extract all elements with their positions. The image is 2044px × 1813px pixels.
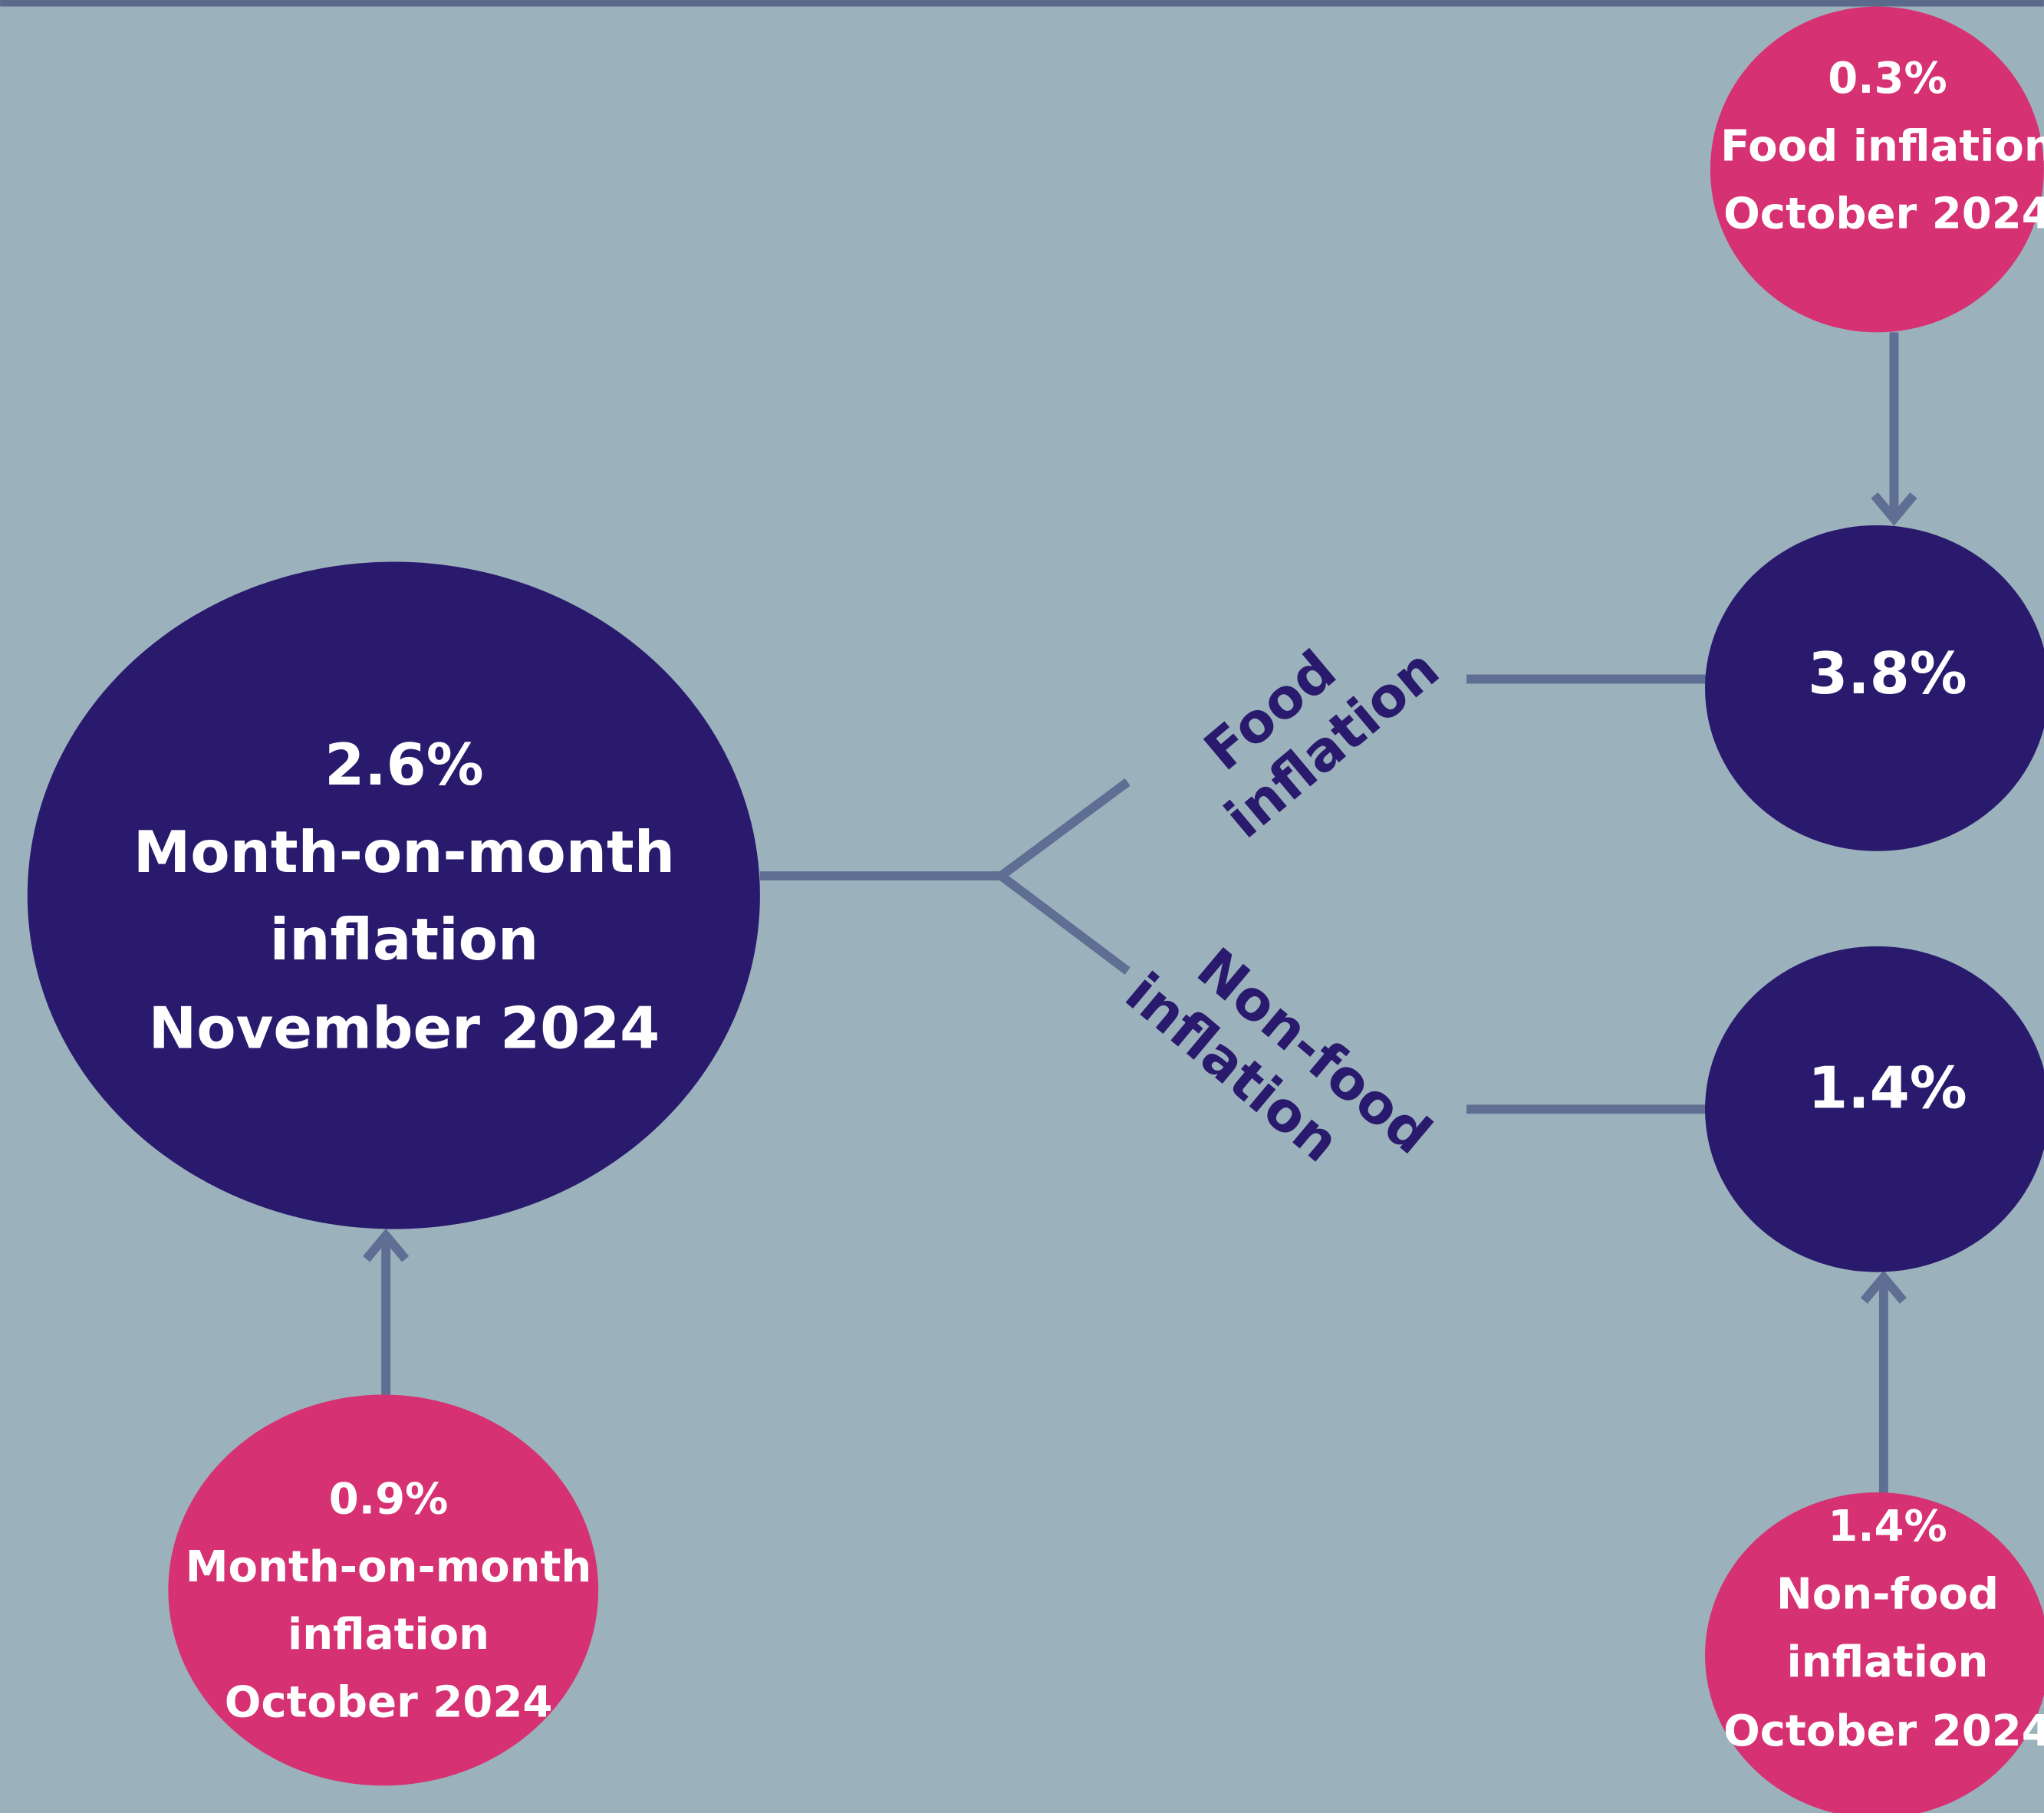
previous-main-text: Month-on-month (186, 1542, 592, 1592)
previous-main-text: October 2024 (225, 1678, 553, 1728)
previous-nonfood-node (1705, 1492, 2044, 1813)
top-bar (0, 0, 2044, 7)
previous-main-text: inflation (288, 1610, 489, 1660)
food-node (1705, 525, 2044, 851)
fork (993, 778, 1131, 975)
arrow (363, 1228, 410, 1395)
previous-food-value: 0.3% (1828, 54, 1947, 104)
previous-food-node (1710, 6, 2044, 333)
previous-nonfood-value: 1.4% (1828, 1502, 1947, 1551)
arrow (1860, 1270, 1907, 1497)
previous-nonfood-text: Non-food (1776, 1570, 1999, 1620)
main-node (27, 561, 760, 1229)
previous-food-text: October 2024 (1723, 189, 2044, 239)
previous-main-node (168, 1394, 599, 1786)
main-text: November 2024 (149, 995, 660, 1062)
previous-food-text: Food inflation (1720, 121, 2044, 171)
food-value: 3.8% (1808, 640, 1967, 707)
previous-main-value: 0.9% (329, 1474, 449, 1524)
nonfood-value: 1.4% (1808, 1055, 1967, 1122)
main-text: inflation (270, 906, 539, 973)
main-text: Month-on-month (133, 819, 675, 886)
previous-nonfood-text: October 2024 (1723, 1706, 2044, 1756)
nonfood-node (1705, 946, 2044, 1272)
main-value: 2.6% (324, 732, 483, 798)
arrow (1871, 332, 1917, 526)
previous-nonfood-text: inflation (1786, 1637, 1988, 1687)
